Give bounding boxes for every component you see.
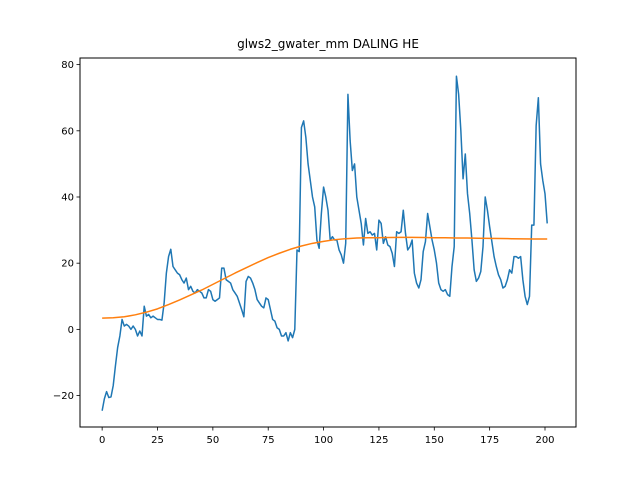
x-tick-label: 75 bbox=[262, 435, 275, 446]
x-tick-label: 125 bbox=[369, 435, 388, 446]
y-tick-label: 40 bbox=[61, 192, 74, 203]
data-lines bbox=[101, 75, 548, 411]
series-line-1 bbox=[101, 75, 548, 411]
x-tick-label: 25 bbox=[151, 435, 164, 446]
x-tick-label: 175 bbox=[480, 435, 499, 446]
y-tick-label: 20 bbox=[61, 259, 74, 270]
y-tick-label: 80 bbox=[61, 60, 74, 71]
series-line-2 bbox=[102, 236, 548, 319]
y-axis-ticks: −20 0 20 40 60 80 bbox=[53, 60, 80, 402]
y-tick-label: 0 bbox=[68, 325, 74, 336]
x-tick-label: 0 bbox=[99, 435, 105, 446]
x-tick-label: 50 bbox=[206, 435, 219, 446]
axes-frame bbox=[79, 57, 577, 428]
chart-title: glws2_gwater_mm DALING HE bbox=[237, 37, 419, 51]
x-axis-ticks: 0 25 50 75 100 125 150 175 200 bbox=[99, 427, 555, 446]
x-tick-label: 150 bbox=[425, 435, 444, 446]
y-tick-label: −20 bbox=[53, 391, 74, 402]
x-tick-label: 100 bbox=[314, 435, 333, 446]
y-tick-label: 60 bbox=[61, 126, 74, 137]
x-tick-label: 200 bbox=[535, 435, 554, 446]
